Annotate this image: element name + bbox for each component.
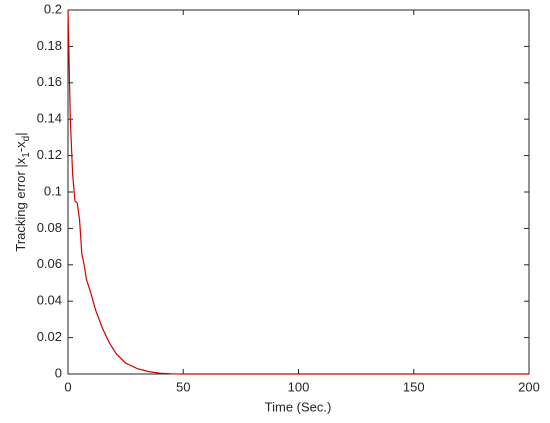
y-tick-label: 0.06	[37, 256, 62, 271]
x-tick-label: 50	[176, 379, 190, 394]
plot-frame	[67, 9, 530, 375]
y-label-part: d	[21, 136, 32, 142]
y-tick-label: 0.04	[37, 293, 62, 308]
y-label-part: |	[13, 132, 28, 135]
x-tick-label: 150	[403, 379, 425, 394]
y-axis-label: Tracking error |x1-xd|	[13, 132, 31, 251]
x-tick-label: 200	[518, 379, 540, 394]
y-label-part: Tracking error |x	[13, 157, 28, 251]
x-axis-label: Time (Sec.)	[265, 399, 332, 414]
y-tick-label: 0.16	[37, 74, 62, 89]
y-tick-label: 0.1	[44, 183, 62, 198]
y-tick-label: 0.02	[37, 329, 62, 344]
y-tick-label: 0.14	[37, 111, 62, 126]
line-series	[67, 9, 529, 375]
y-tick-label: 0.12	[37, 147, 62, 162]
x-tick-label: 100	[288, 379, 310, 394]
y-label-part: 1	[21, 152, 32, 158]
x-tick-label: 0	[64, 379, 71, 394]
y-tick-label: 0.08	[37, 220, 62, 235]
y-tick-label: 0.2	[44, 1, 62, 16]
y-label-part: -x	[13, 141, 28, 152]
y-tick-label: 0.18	[37, 38, 62, 53]
y-tick-label: 0	[55, 365, 62, 380]
